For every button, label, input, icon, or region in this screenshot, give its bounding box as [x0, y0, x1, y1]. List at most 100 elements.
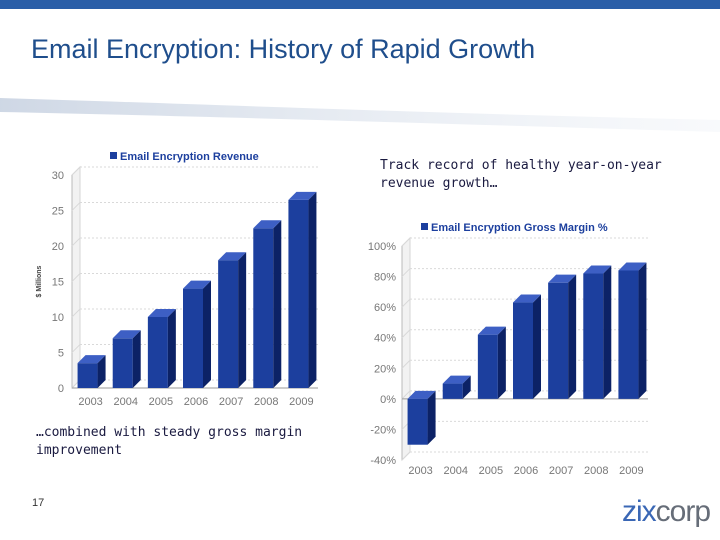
bar-top [442, 375, 471, 384]
bar-front [407, 398, 428, 445]
zixcorp-logo: zixcorp [622, 495, 711, 529]
bar-side [308, 191, 317, 388]
x-tick-label: 2008 [584, 465, 608, 477]
bar-side [497, 326, 506, 399]
gridline-wall [71, 166, 81, 176]
bar-2009 [618, 262, 647, 399]
bar-top [253, 220, 282, 229]
bar-2003 [407, 390, 436, 445]
gridline-wall [401, 298, 411, 308]
logo-part-corp: corp [655, 495, 711, 528]
x-tick-label: 2003 [408, 465, 432, 477]
top-accent-bar [0, 0, 720, 9]
y-tick-label: 0 [58, 383, 64, 395]
gridline-wall [401, 329, 411, 339]
legend-swatch [421, 223, 428, 230]
y-tick-label: 25 [52, 206, 64, 218]
bar-top [618, 262, 647, 271]
gridline-wall [401, 451, 411, 461]
x-tick-label: 2009 [619, 465, 643, 477]
legend-swatch [110, 152, 117, 159]
legend-label: Email Encryption Gross Margin % [431, 222, 608, 234]
gross-margin-note: …combined with steady gross margin impro… [36, 425, 303, 458]
bar-side [568, 274, 577, 399]
bar-side [203, 280, 211, 388]
bar-front [583, 273, 604, 399]
bar-2007 [548, 274, 577, 399]
gridline-wall [401, 390, 411, 400]
gridline-wall [71, 237, 81, 247]
y-tick-label: 30 [52, 170, 64, 182]
y-axis-label: $ Millions [36, 265, 43, 297]
bar-front [618, 270, 639, 399]
bar-front [112, 338, 133, 388]
bar-2004 [112, 330, 141, 388]
bar-top [218, 252, 247, 261]
bar-top [548, 274, 577, 283]
bar-2009 [288, 191, 317, 388]
bar-side [132, 330, 141, 388]
y-tick-label: 40% [374, 333, 396, 345]
bar-side [427, 390, 436, 445]
gridline-wall [401, 359, 411, 369]
logo-part-zix: zix [622, 495, 657, 528]
x-tick-label: 2003 [78, 396, 102, 408]
bar-side [533, 294, 541, 399]
bar-2006 [183, 280, 211, 388]
gridline-wall [401, 268, 411, 277]
bar-top [147, 309, 176, 317]
legend-label: Email Encryption Revenue [120, 151, 259, 163]
bar-front [288, 199, 309, 388]
bar-top [77, 355, 106, 364]
y-tick-label: 10 [52, 312, 64, 324]
revenue-growth-note: Track record of healthy year-on-year rev… [380, 158, 662, 191]
bar-top [407, 390, 436, 399]
x-tick-label: 2006 [184, 396, 208, 408]
bar-front [513, 302, 533, 399]
gridline-wall [71, 202, 81, 211]
x-tick-label: 2004 [443, 465, 467, 477]
y-tick-label: 100% [368, 241, 396, 253]
y-tick-label: 80% [374, 272, 396, 284]
gridline-wall [71, 308, 81, 318]
y-tick-label: 20% [374, 363, 396, 375]
x-tick-label: 2008 [254, 396, 278, 408]
bar-2004 [442, 375, 471, 399]
gridline-wall [71, 344, 81, 353]
bar-side [638, 262, 647, 399]
y-tick-label: -20% [370, 424, 396, 436]
x-tick-label: 2005 [479, 465, 503, 477]
x-tick-label: 2006 [514, 465, 538, 477]
bar-2003 [77, 355, 106, 388]
gridline-wall [401, 237, 411, 247]
bar-front [183, 288, 203, 388]
bar-top [477, 326, 506, 335]
page-number: 17 [32, 497, 45, 509]
x-tick-label: 2004 [113, 396, 137, 408]
x-tick-label: 2005 [149, 396, 173, 408]
bar-front [253, 228, 274, 388]
bar-side [97, 355, 106, 388]
x-tick-label: 2009 [289, 396, 313, 408]
y-tick-label: 0% [380, 394, 396, 406]
y-tick-label: -40% [370, 455, 396, 467]
bar-2008 [583, 265, 612, 399]
bar-side [603, 265, 612, 399]
header-swoosh [0, 98, 720, 132]
bar-side [462, 375, 471, 399]
gross-margin-chart: -40% -20% 0% 20% 40% 60% 80% 100% 2003 2004 2005 20… [368, 222, 648, 477]
bar-top [513, 294, 541, 303]
y-tick-label: 60% [374, 302, 396, 314]
revenue-chart: 0 5 10 15 20 25 30 2003 2004 2005 2006 2007 2008 2009… [36, 151, 318, 408]
bar-2008 [253, 220, 282, 388]
bar-side [273, 220, 282, 388]
bar-side [167, 309, 176, 388]
x-tick-label: 2007 [549, 465, 573, 477]
bar-front [147, 317, 168, 388]
bar-2007 [218, 252, 247, 388]
bar-top [288, 191, 317, 200]
y-tick-label: 5 [58, 348, 64, 360]
gridline-wall [71, 273, 81, 282]
bar-front [77, 363, 98, 388]
bar-2005 [147, 309, 176, 388]
